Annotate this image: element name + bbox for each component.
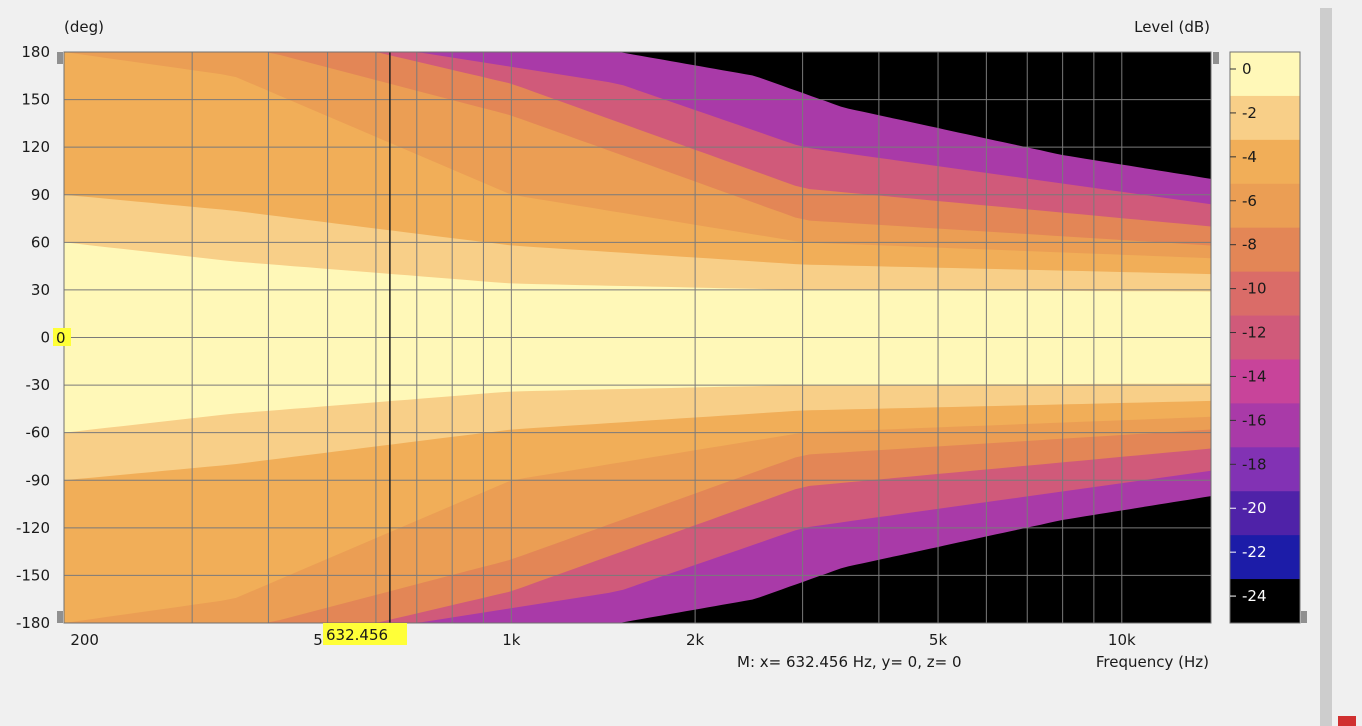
colorbar-tick-label: -10 <box>1242 280 1267 298</box>
y-tick-label: 0 <box>40 329 50 347</box>
colorbar-swatch <box>1230 183 1300 229</box>
y-range-handle-bottom[interactable] <box>57 611 63 623</box>
colorbar: 0 -2 -4 -6 -8 -10 -12 -14 -16 -18 -20 -22 -24 <box>1229 51 1301 624</box>
colorbar-title: Level (dB) <box>1134 18 1210 36</box>
y-tick-label: -90 <box>26 471 51 489</box>
colorbar-swatch <box>1230 535 1300 580</box>
y-tick-label: 180 <box>21 43 50 61</box>
colorbar-tick-label: -16 <box>1242 411 1267 429</box>
colorbar-tick-label: -6 <box>1242 192 1257 210</box>
colorbar-swatch <box>1230 491 1300 536</box>
x-tick-label: 10k <box>1108 631 1136 649</box>
cursor-y-label-box <box>53 328 71 346</box>
colorbar-swatch <box>1230 447 1300 492</box>
x-tick-label: 1k <box>502 631 521 649</box>
colorbar-tick-label: -22 <box>1242 543 1267 561</box>
cursor-x-label: 632.456 <box>326 626 388 644</box>
y-tick-label: 90 <box>31 186 50 204</box>
x-tick-label: 5k <box>929 631 948 649</box>
x-range-handle-top[interactable] <box>1213 52 1219 64</box>
heatmap-bands <box>64 52 1211 623</box>
colorbar-frame <box>1229 51 1301 624</box>
colorbar-tick-label: -24 <box>1242 587 1267 605</box>
colorbar-tick-label: -18 <box>1242 455 1267 473</box>
colorbar-swatch <box>1230 52 1300 97</box>
y-axis-title: (deg) <box>64 18 104 36</box>
x-tick-label: 200 <box>70 631 99 649</box>
y-tick-labels: 180 150 120 90 60 30 0 -30 -60 -90 -120 -150 -180 <box>16 43 50 632</box>
y-tick-label: -150 <box>16 566 50 584</box>
marker-readout: M: x= 632.456 Hz, y= 0, z= 0 <box>737 653 962 671</box>
y-tick-label: -120 <box>16 519 50 537</box>
vertical-scrollbar[interactable] <box>1320 8 1332 726</box>
y-tick-label: 120 <box>21 138 50 156</box>
colorbar-tick-label: -12 <box>1242 324 1267 342</box>
cursor-x-label-box <box>323 623 407 645</box>
y-range-handle-top[interactable] <box>57 52 63 64</box>
colorbar-tick-label: -14 <box>1242 367 1267 385</box>
colorbar-tick-label: -20 <box>1242 499 1267 517</box>
corner-marker <box>1338 716 1356 726</box>
colorbar-swatch <box>1230 271 1300 317</box>
colorbar-swatch <box>1230 359 1300 404</box>
colorbar-tick-label: 0 <box>1242 60 1252 78</box>
colorbar-range-handle[interactable] <box>1301 611 1307 623</box>
colorbar-swatch <box>1230 315 1300 360</box>
y-tick-label: -180 <box>16 614 50 632</box>
y-tick-label: 60 <box>31 233 50 251</box>
y-tick-label: -30 <box>26 376 51 394</box>
colorbar-swatch <box>1230 139 1300 185</box>
colorbar-swatch <box>1230 403 1300 448</box>
colorbar-tick-label: -2 <box>1242 104 1257 122</box>
colorbar-tick-label: -4 <box>1242 148 1257 166</box>
x-tick-labels: 2005001k2k5k10k <box>70 631 1136 649</box>
colorbar-tick-label: -8 <box>1242 236 1257 254</box>
colorbar-swatch <box>1230 579 1300 624</box>
cursor-y-label: 0 <box>56 329 66 347</box>
y-tick-label: 30 <box>31 281 50 299</box>
x-axis-title: Frequency (Hz) <box>1096 653 1209 671</box>
x-tick-label: 2k <box>686 631 705 649</box>
y-gridlines <box>64 52 1211 623</box>
colorbar-swatch <box>1230 95 1300 141</box>
y-tick-label: 150 <box>21 91 50 109</box>
colorbar-swatch <box>1230 227 1300 273</box>
y-tick-label: -60 <box>26 424 51 442</box>
